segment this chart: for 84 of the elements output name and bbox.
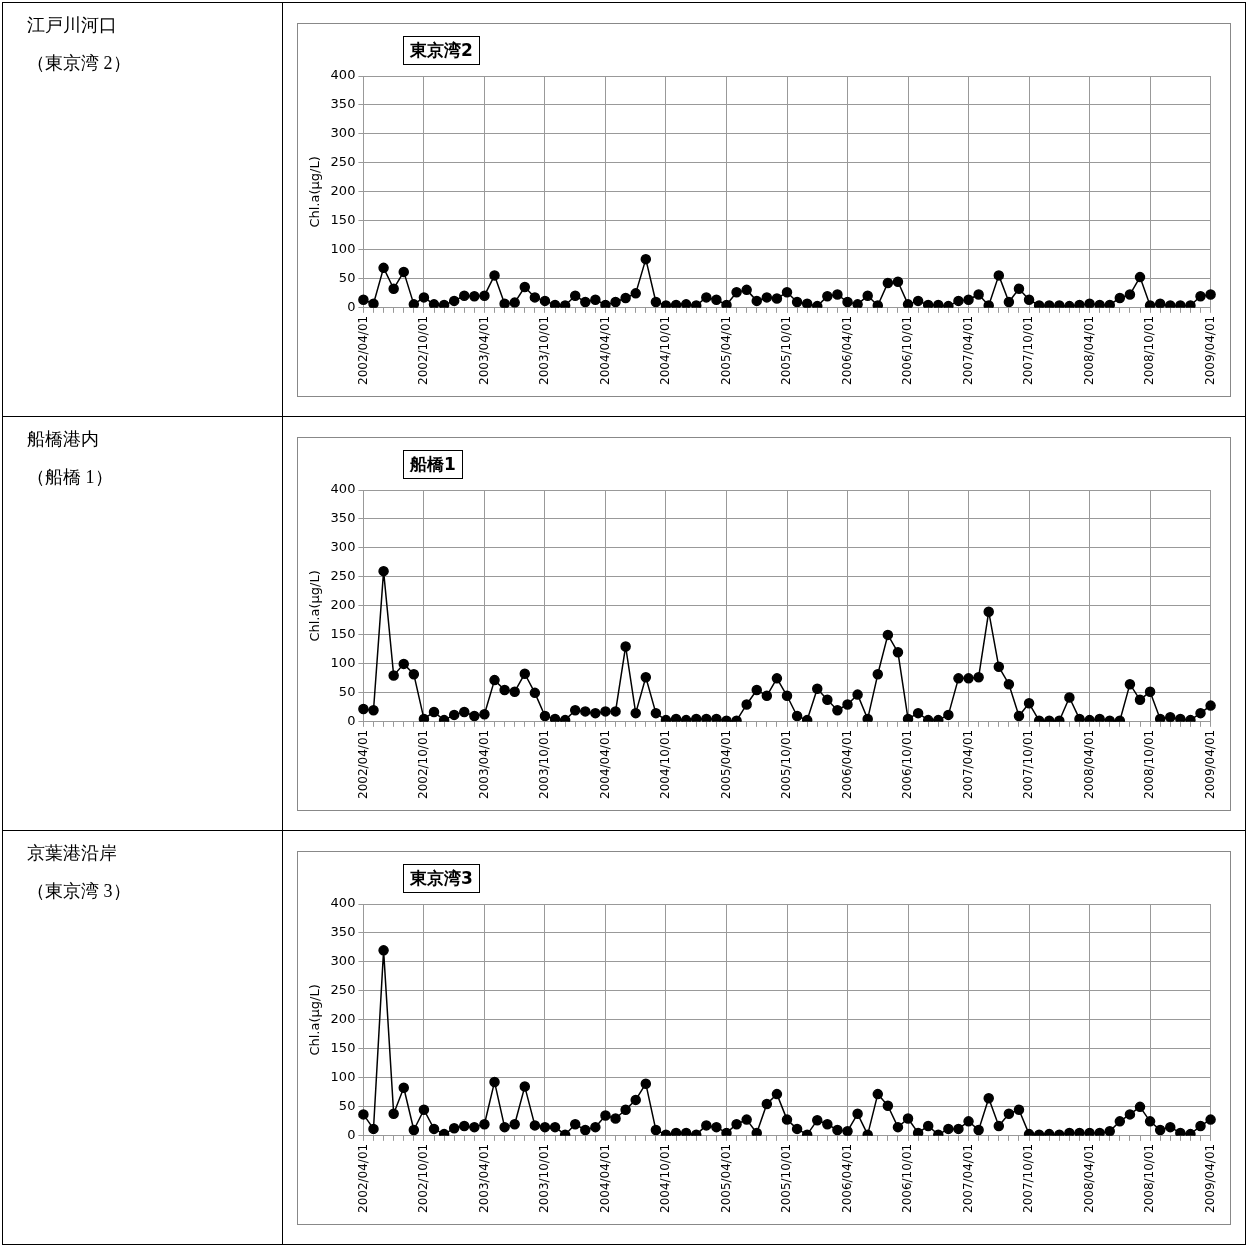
x-tick-label: 2009/04/01 <box>1202 729 1217 800</box>
y-tick-label: 350 <box>330 510 356 526</box>
x-tick-label: 2007/10/01 <box>1021 1143 1036 1214</box>
x-tick-label: 2002/10/01 <box>416 315 431 386</box>
y-tick-label: 100 <box>330 655 356 671</box>
chart-title: 東京湾2 <box>403 36 480 65</box>
y-tick-label: 150 <box>330 212 356 228</box>
x-tick-label: 2005/10/01 <box>779 315 794 386</box>
y-tick-label: 0 <box>347 299 356 315</box>
text: 江戸川河口 <box>27 14 118 37</box>
x-tick-label: 2002/10/01 <box>416 729 431 800</box>
y-axis-title: Chl.a(µg/L) <box>307 570 323 642</box>
y-tick-label: 150 <box>330 626 356 642</box>
x-tick-label: 2005/10/01 <box>779 729 794 800</box>
x-tick-label: 2004/10/01 <box>658 1143 673 1214</box>
x-tick-label: 2003/10/01 <box>537 729 552 800</box>
x-tick-label: 2006/04/01 <box>839 315 854 386</box>
x-tick-label: 2008/10/01 <box>1142 315 1157 386</box>
x-tick-label: 2004/04/01 <box>597 1143 612 1214</box>
x-tick-label: 2007/04/01 <box>960 315 975 386</box>
x-tick-label: 2004/04/01 <box>597 729 612 800</box>
x-tick-label: 2007/04/01 <box>960 1143 975 1214</box>
x-tick-label: 2004/10/01 <box>658 315 673 386</box>
x-tick-label: 2005/04/01 <box>718 729 733 800</box>
y-tick-label: 50 <box>338 270 356 286</box>
x-tick-label: 2008/04/01 <box>1081 729 1096 800</box>
x-tick-label: 2008/10/01 <box>1142 729 1157 800</box>
x-tick-label: 2003/04/01 <box>476 1143 491 1214</box>
y-tick-label: 50 <box>338 1098 356 1114</box>
chart-title: 船橋1 <box>403 450 463 479</box>
text: （船橋 1） <box>27 466 114 489</box>
y-tick-label: 100 <box>330 1069 356 1085</box>
text: 船橋港内 <box>27 428 100 451</box>
x-tick-label: 2003/04/01 <box>476 729 491 800</box>
y-tick-label: 100 <box>330 241 356 257</box>
x-tick-label: 2007/10/01 <box>1021 315 1036 386</box>
y-tick-label: 400 <box>330 67 356 83</box>
chart-title: 東京湾3 <box>403 864 480 893</box>
y-axis-title: Chl.a(µg/L) <box>307 984 323 1056</box>
y-tick-label: 200 <box>330 183 356 199</box>
x-tick-label: 2005/10/01 <box>779 1143 794 1214</box>
text: 京葉港沿岸 <box>27 842 118 865</box>
x-tick-label: 2008/04/01 <box>1081 1143 1096 1214</box>
y-tick-label: 0 <box>347 1127 356 1143</box>
x-tick-label: 2006/10/01 <box>900 729 915 800</box>
y-tick-label: 0 <box>347 713 356 729</box>
y-tick-label: 350 <box>330 96 356 112</box>
y-tick-label: 300 <box>330 953 356 969</box>
x-tick-label: 2004/10/01 <box>658 729 673 800</box>
y-tick-label: 50 <box>338 684 356 700</box>
x-tick-label: 2002/04/01 <box>355 1143 370 1214</box>
y-tick-label: 200 <box>330 597 356 613</box>
y-tick-label: 400 <box>330 481 356 497</box>
y-tick-label: 300 <box>330 539 356 555</box>
y-tick-label: 350 <box>330 924 356 940</box>
x-tick-label: 2008/10/01 <box>1142 1143 1157 1214</box>
x-tick-label: 2006/04/01 <box>839 1143 854 1214</box>
y-tick-label: 250 <box>330 982 356 998</box>
x-tick-label: 2006/10/01 <box>900 1143 915 1214</box>
x-tick-label: 2008/04/01 <box>1081 315 1096 386</box>
x-tick-label: 2003/10/01 <box>537 315 552 386</box>
x-tick-label: 2006/04/01 <box>839 729 854 800</box>
x-tick-label: 2009/04/01 <box>1202 315 1217 386</box>
y-tick-label: 300 <box>330 125 356 141</box>
x-tick-label: 2003/10/01 <box>537 1143 552 1214</box>
x-tick-label: 2007/04/01 <box>960 729 975 800</box>
x-tick-label: 2003/04/01 <box>476 315 491 386</box>
y-tick-label: 200 <box>330 1011 356 1027</box>
x-tick-label: 2002/04/01 <box>355 729 370 800</box>
text: （東京湾 2） <box>27 52 132 75</box>
x-tick-label: 2002/10/01 <box>416 1143 431 1214</box>
x-tick-label: 2004/04/01 <box>597 315 612 386</box>
y-tick-label: 400 <box>330 895 356 911</box>
y-axis-title: Chl.a(µg/L) <box>307 156 323 228</box>
y-tick-label: 250 <box>330 568 356 584</box>
x-tick-label: 2009/04/01 <box>1202 1143 1217 1214</box>
text: （東京湾 3） <box>27 880 132 903</box>
x-tick-label: 2006/10/01 <box>900 315 915 386</box>
x-tick-label: 2007/10/01 <box>1021 729 1036 800</box>
y-tick-label: 150 <box>330 1040 356 1056</box>
x-tick-label: 2005/04/01 <box>718 1143 733 1214</box>
y-tick-label: 250 <box>330 154 356 170</box>
x-tick-label: 2005/04/01 <box>718 315 733 386</box>
x-tick-label: 2002/04/01 <box>355 315 370 386</box>
